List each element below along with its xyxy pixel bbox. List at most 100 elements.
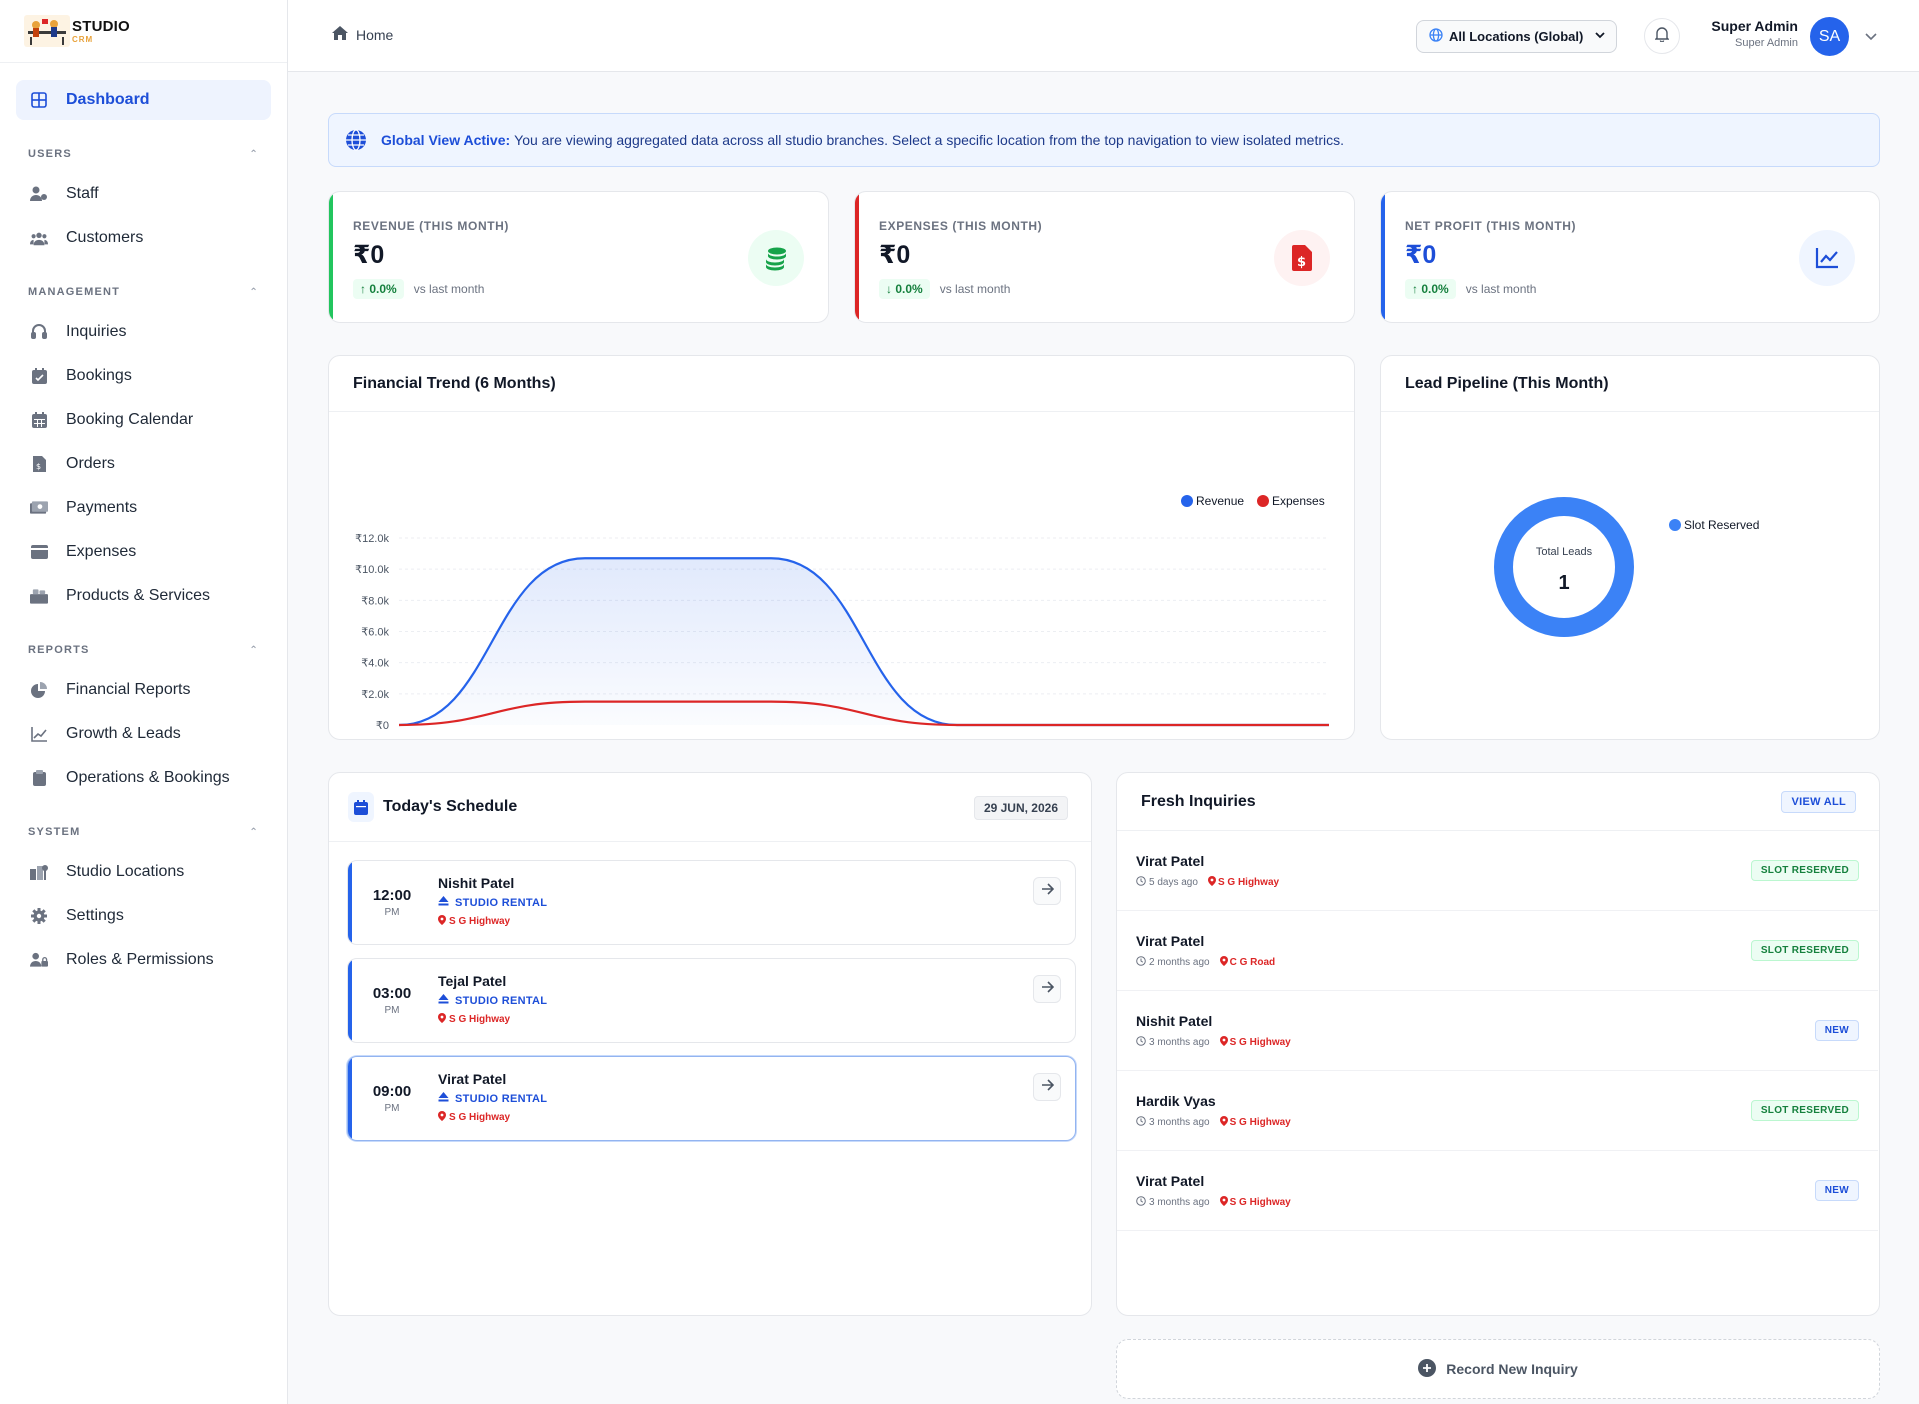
sidebar-item-roles-permissions[interactable]: Roles & Permissions bbox=[16, 940, 271, 980]
y-tick-label: ₹6.0k bbox=[361, 627, 389, 639]
arrow-up-icon: ↑ bbox=[1412, 282, 1422, 296]
calendar-icon bbox=[30, 411, 48, 429]
sidebar-item-products-services[interactable]: Products & Services bbox=[16, 576, 271, 616]
banner-title: Global View Active: bbox=[381, 132, 511, 148]
breadcrumb[interactable]: Home bbox=[332, 26, 393, 43]
sidebar-item-studio-locations[interactable]: Studio Locations bbox=[16, 852, 271, 892]
inquiry-name: Virat Patel bbox=[1136, 853, 1205, 869]
wallet-icon bbox=[30, 543, 48, 561]
logo[interactable]: STUDIO CRM bbox=[0, 0, 287, 63]
financial-trend-chart: ₹0 ₹2.0k ₹4.0k ₹6.0k ₹8.0k ₹10.0k ₹12.0k Jan Mar… bbox=[355, 494, 1329, 740]
inquiry-row[interactable]: Nishit Patel 3 months ago S G Highway NEW bbox=[1117, 991, 1878, 1071]
sidebar-item-operations-bookings[interactable]: Operations & Bookings bbox=[16, 758, 271, 798]
logo-subtitle: CRM bbox=[72, 34, 94, 44]
stat-change: ↑ 0.0% bbox=[353, 279, 404, 299]
sidebar-nav: Dashboard USERS ⌃ Staff Customers MANAGEM… bbox=[0, 63, 287, 980]
sidebar-item-label: Roles & Permissions bbox=[66, 951, 214, 968]
chevron-down-icon bbox=[1594, 29, 1606, 44]
stat-label: EXPENSES (THIS MONTH) bbox=[879, 219, 1043, 233]
x-tick-label: Mar bbox=[761, 739, 782, 740]
inquiry-row[interactable]: Virat Patel 5 days ago S G Highway SLOT RES… bbox=[1117, 831, 1878, 911]
inquiry-time-ago: 3 months ago bbox=[1149, 1037, 1210, 1048]
schedule-time: 09:00 bbox=[372, 1083, 412, 1100]
sidebar-item-settings[interactable]: Settings bbox=[16, 896, 271, 936]
status-badge: SLOT RESERVED bbox=[1750, 1100, 1859, 1121]
user-name: Super Admin bbox=[1711, 18, 1798, 34]
lead-pipeline-panel: Lead Pipeline (This Month) Total Leads 1 S… bbox=[1380, 355, 1880, 740]
section-management[interactable]: MANAGEMENT ⌃ bbox=[16, 280, 271, 304]
sidebar-item-expenses[interactable]: Expenses bbox=[16, 532, 271, 572]
notifications-button[interactable] bbox=[1644, 18, 1680, 54]
user-info[interactable]: Super Admin Super Admin bbox=[1688, 18, 1798, 49]
globe-icon bbox=[345, 129, 367, 151]
schedule-panel: Today's Schedule 29 JUN, 2026 12:00 PM Nis… bbox=[328, 772, 1092, 1316]
sidebar-item-customers[interactable]: Customers bbox=[16, 218, 271, 258]
schedule-time: 12:00 bbox=[372, 887, 412, 904]
stat-change: ↑ 0.0% bbox=[1405, 279, 1456, 299]
sidebar-item-bookings[interactable]: Bookings bbox=[16, 356, 271, 396]
section-title: MANAGEMENT bbox=[28, 286, 121, 298]
schedule-item[interactable]: 12:00 PM Nishit Patel STUDIO RENTAL S G High… bbox=[347, 860, 1076, 945]
sidebar-item-label: Products & Services bbox=[66, 587, 211, 604]
sidebar-item-label: Orders bbox=[66, 455, 115, 472]
inquiry-row[interactable]: Virat Patel 2 months ago C G Road SLOT RESE… bbox=[1117, 911, 1878, 991]
globe-icon bbox=[1429, 28, 1443, 45]
bell-icon bbox=[1654, 26, 1670, 47]
stat-change-value: 0.0% bbox=[895, 282, 923, 296]
sidebar-item-label: Expenses bbox=[66, 543, 137, 560]
schedule-item[interactable]: 09:00 PM Virat Patel STUDIO RENTAL S G Highw… bbox=[347, 1056, 1076, 1141]
section-reports[interactable]: REPORTS ⌃ bbox=[16, 638, 271, 662]
panel-title: Fresh Inquiries bbox=[1141, 792, 1256, 810]
home-icon bbox=[332, 26, 348, 43]
svg-text:$: $ bbox=[36, 462, 41, 471]
inquiry-row[interactable]: Virat Patel 3 months ago S G Highway NEW bbox=[1117, 1151, 1878, 1231]
sidebar-item-inquiries[interactable]: Inquiries bbox=[16, 312, 271, 352]
avatar[interactable]: SA bbox=[1810, 17, 1849, 56]
arrow-right-icon bbox=[1041, 1078, 1054, 1096]
revenue-area bbox=[399, 558, 1329, 725]
sidebar: STUDIO CRM Dashboard USERS ⌃ Staff Custom… bbox=[0, 0, 288, 1404]
eject-icon bbox=[438, 994, 449, 1007]
schedule-location: S G Highway bbox=[449, 1112, 511, 1123]
sidebar-item-growth-leads[interactable]: Growth & Leads bbox=[16, 714, 271, 754]
schedule-accent-bar bbox=[348, 959, 352, 1042]
stat-card-expenses: EXPENSES (THIS MONTH) ₹0 ↓ 0.0% vs last … bbox=[854, 191, 1355, 323]
stat-vs: vs last month bbox=[939, 282, 1011, 296]
arrow-right-icon bbox=[1041, 882, 1054, 900]
y-tick-label: ₹10.0k bbox=[355, 564, 389, 576]
stat-card-net-profit: NET PROFIT (THIS MONTH) ₹0 ↑ 0.0% vs las… bbox=[1380, 191, 1880, 323]
schedule-accent-bar bbox=[348, 861, 352, 944]
open-booking-button[interactable] bbox=[1033, 877, 1061, 905]
stat-change: ↓ 0.0% bbox=[879, 279, 930, 299]
sidebar-item-orders[interactable]: $ Orders bbox=[16, 444, 271, 484]
money-icon bbox=[30, 499, 48, 517]
map-pin-icon bbox=[1207, 876, 1216, 889]
x-tick-label: Jan bbox=[389, 739, 408, 740]
view-all-button[interactable]: VIEW ALL bbox=[1781, 791, 1856, 813]
status-badge: SLOT RESERVED bbox=[1750, 860, 1859, 881]
sidebar-item-dashboard[interactable]: Dashboard bbox=[16, 80, 271, 120]
sidebar-item-payments[interactable]: Payments bbox=[16, 488, 271, 528]
location-select[interactable]: All Locations (Global) bbox=[1416, 20, 1617, 53]
panel-title: Financial Trend (6 Months) bbox=[353, 374, 556, 392]
schedule-item[interactable]: 03:00 PM Tejal Patel STUDIO RENTAL S G Highw… bbox=[347, 958, 1076, 1043]
inquiry-time-ago: 3 months ago bbox=[1149, 1197, 1210, 1208]
chevron-up-icon: ⌃ bbox=[249, 644, 259, 656]
inquiry-row[interactable]: Hardik Vyas 3 months ago S G Highway SLOT R… bbox=[1117, 1071, 1878, 1151]
sidebar-item-financial-reports[interactable]: Financial Reports bbox=[16, 670, 271, 710]
stat-value: ₹0 bbox=[1405, 241, 1437, 269]
section-users[interactable]: USERS ⌃ bbox=[16, 142, 271, 166]
clock-icon bbox=[1136, 876, 1146, 889]
sidebar-item-booking-calendar[interactable]: Booking Calendar bbox=[16, 400, 271, 440]
open-booking-button[interactable] bbox=[1033, 1073, 1061, 1101]
schedule-time: 03:00 bbox=[372, 985, 412, 1002]
section-system[interactable]: SYSTEM ⌃ bbox=[16, 820, 271, 844]
open-booking-button[interactable] bbox=[1033, 975, 1061, 1003]
sidebar-item-staff[interactable]: Staff bbox=[16, 174, 271, 214]
clock-icon bbox=[1136, 1116, 1146, 1129]
user-menu-chevron-icon[interactable] bbox=[1864, 30, 1878, 48]
sidebar-item-label: Customers bbox=[66, 229, 144, 246]
record-new-inquiry-button[interactable]: Record New Inquiry bbox=[1116, 1339, 1880, 1399]
schedule-location: S G Highway bbox=[449, 916, 511, 927]
series-line-expenses bbox=[398, 700, 1329, 727]
